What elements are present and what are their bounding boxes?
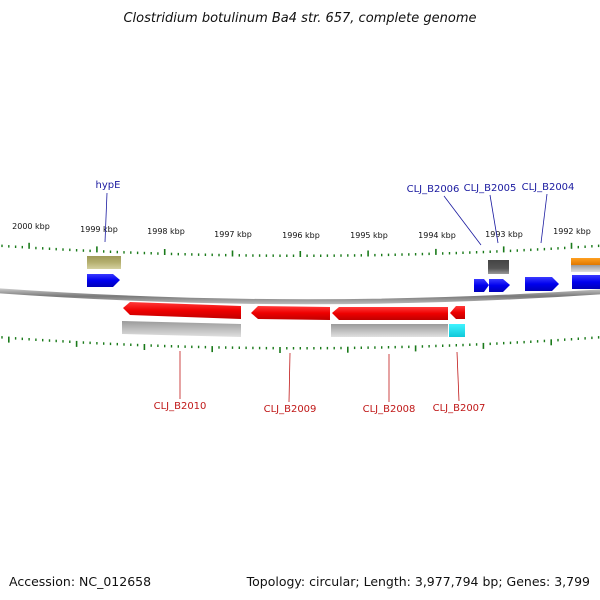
feature-block-grey-2008[interactable] <box>331 324 448 337</box>
gene-label-hypE[interactable]: hypE <box>96 180 121 191</box>
gene-label-CLJ_B2010[interactable]: CLJ_B2010 <box>154 401 207 412</box>
gene-label-CLJ_B2008[interactable]: CLJ_B2008 <box>363 404 416 415</box>
gene-arrow-hypE[interactable] <box>87 274 120 287</box>
scale-ticks-inner <box>1 336 600 353</box>
gene-arrow-edge[interactable] <box>572 275 600 289</box>
scale-label: 1996 kbp <box>282 231 320 240</box>
gene-arrow-CLJ_B2004[interactable] <box>525 277 559 291</box>
scale-label: 1999 kbp <box>80 225 118 234</box>
gene-label-CLJ_B2005[interactable]: CLJ_B2005 <box>464 183 517 194</box>
leader-line-CLJ_B2005 <box>489 194 499 244</box>
feature-block-olive[interactable] <box>87 256 121 269</box>
gene-arrow-CLJ_B2010[interactable] <box>123 302 241 319</box>
reverse-strand-features <box>122 302 465 337</box>
gene-arrow-CLJ_B2006[interactable] <box>474 279 489 292</box>
scale-label: 1995 kbp <box>350 231 388 240</box>
accession-text: Accession: NC_012658 <box>9 574 151 589</box>
leader-line-CLJ_B2009 <box>288 352 291 403</box>
topology-summary: Topology: circular; Length: 3,977,794 bp… <box>246 574 590 589</box>
feature-block-cyan[interactable] <box>449 324 465 337</box>
leader-line-CLJ_B2006 <box>443 195 482 246</box>
leader-line-CLJ_B2004 <box>540 193 548 244</box>
genome-backbone <box>0 288 600 305</box>
gene-label-CLJ_B2006[interactable]: CLJ_B2006 <box>407 184 460 195</box>
scale-label: 1992 kbp <box>553 227 591 236</box>
gene-arrow-CLJ_B2009[interactable] <box>251 306 330 320</box>
gene-arrow-CLJ_B2007[interactable] <box>450 306 465 319</box>
scale-label: 1993 kbp <box>485 230 523 239</box>
scale-labels: 2000 kbp 1999 kbp 1998 kbp 1997 kbp 1996… <box>12 222 591 240</box>
feature-block-orange[interactable] <box>571 258 600 265</box>
scale-label: 1997 kbp <box>214 230 252 239</box>
feature-block-grey-2010[interactable] <box>122 321 241 337</box>
gene-label-CLJ_B2004[interactable]: CLJ_B2004 <box>522 182 575 193</box>
gene-arrow-CLJ_B2005[interactable] <box>489 279 510 292</box>
feature-block-grey-right[interactable] <box>571 265 600 272</box>
reverse-gene-labels: CLJ_B2010 CLJ_B2009 CLJ_B2008 CLJ_B2007 <box>154 351 486 415</box>
scale-label: 2000 kbp <box>12 222 50 231</box>
scale-ticks-outer <box>1 242 600 257</box>
leader-line-CLJ_B2007 <box>456 351 460 402</box>
gene-label-CLJ_B2007[interactable]: CLJ_B2007 <box>433 403 486 414</box>
scale-label: 1994 kbp <box>418 231 456 240</box>
gene-label-CLJ_B2009[interactable]: CLJ_B2009 <box>264 404 317 415</box>
map-title: Clostridium botulinum Ba4 str. 657, comp… <box>123 11 476 26</box>
leader-line-hypE <box>104 192 108 243</box>
feature-block-dark[interactable] <box>488 260 509 274</box>
gene-arrow-CLJ_B2008[interactable] <box>332 307 448 320</box>
forward-strand-features <box>87 256 600 292</box>
scale-label: 1998 kbp <box>147 227 185 236</box>
forward-gene-labels: hypE CLJ_B2006 CLJ_B2005 CLJ_B2004 <box>96 180 575 246</box>
